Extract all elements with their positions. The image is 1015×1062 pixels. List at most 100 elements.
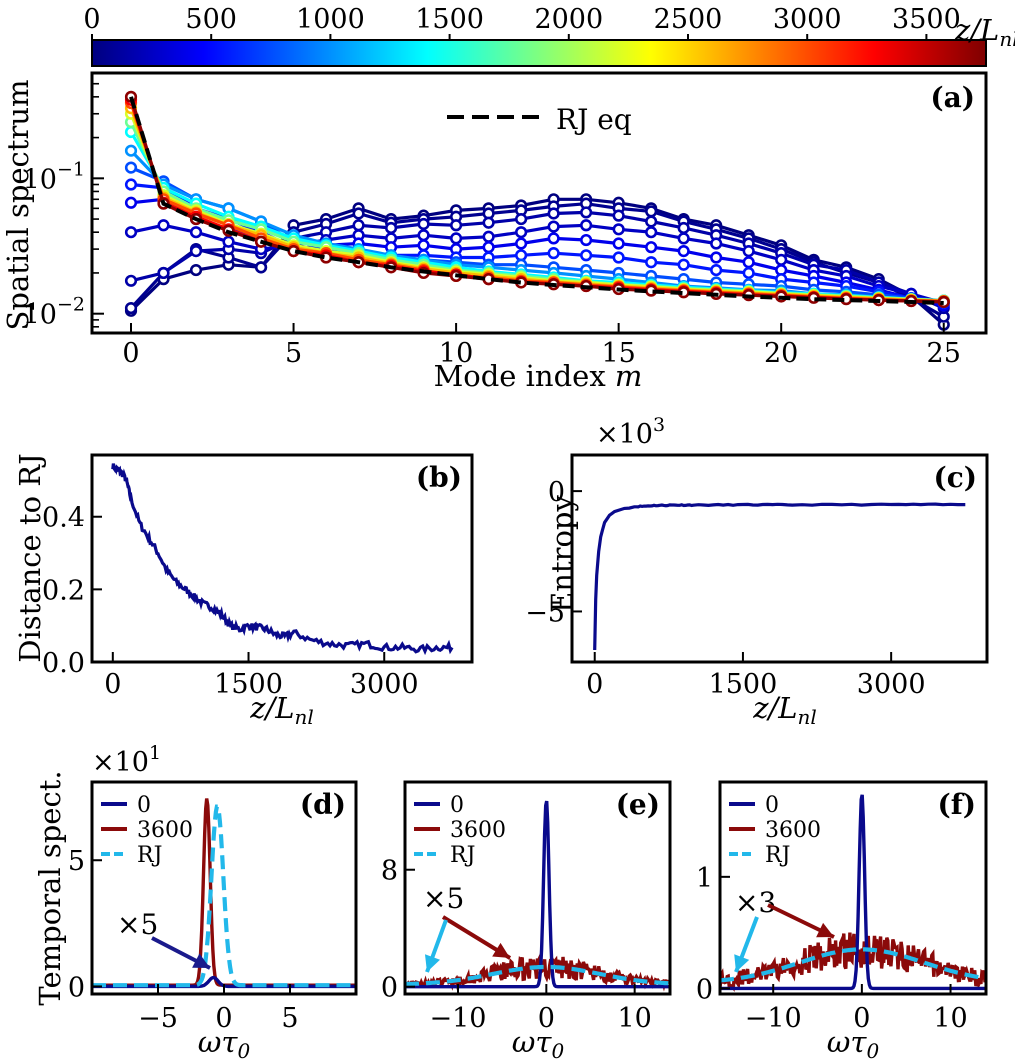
panel-c-ylabel: Entropy <box>545 495 579 613</box>
panel-d-multiplier: ×101 <box>92 742 161 778</box>
panel-b-tag: (b) <box>416 461 462 494</box>
spectrum-marker <box>515 212 528 226</box>
panel-e-ticks: −10 0 10 0 8 <box>381 856 652 1034</box>
spectrum-marker <box>742 266 755 280</box>
legend-label: RJ <box>450 843 475 868</box>
spectrum-marker <box>645 215 658 228</box>
panel-a-frame <box>90 71 988 335</box>
panel-d-ylabel: Temporal spect. <box>33 770 67 1005</box>
panel-b-ylabel: Distance to RJ <box>13 453 47 662</box>
spectrum-marker <box>124 196 138 209</box>
legend-label: 3600 <box>765 818 821 843</box>
spectrum-marker <box>710 263 723 277</box>
spectrum-marker <box>612 209 625 222</box>
panel-c-multiplier: ×103 <box>596 414 665 450</box>
panel-e-tag: (e) <box>616 788 660 821</box>
panel-c-plot-area <box>593 502 966 651</box>
spectrum-marker <box>482 241 495 254</box>
panel-e-xlabel: ωτ0 <box>512 1025 565 1062</box>
spectrum-marker <box>124 226 138 239</box>
spectrum-marker <box>580 249 593 262</box>
colorbar-tick-label: 2000 <box>534 4 603 35</box>
spectrum-marker <box>580 219 593 232</box>
y-tick-label: 0 <box>696 974 713 1005</box>
panel-f-annotation-arrows <box>734 903 835 973</box>
spectrum-rj-line <box>92 804 356 988</box>
spectrum-marker <box>352 207 365 220</box>
legend-label: RJ <box>137 843 162 868</box>
spectrum-marker <box>645 256 658 269</box>
x-tick-label: 25 <box>927 338 961 369</box>
panel-b-plot-area <box>111 463 454 656</box>
spectrum-marker <box>157 266 170 280</box>
x-tick-label: 0 <box>853 1003 870 1034</box>
spectrum-3600-line <box>720 932 986 993</box>
x-tick-label: −5 <box>138 1003 178 1034</box>
legend-label: 0 <box>137 793 151 818</box>
spectrum-marker <box>612 251 625 264</box>
panel-a-ylabel: Spatial spectrum <box>1 80 35 331</box>
spectrum-marker <box>124 301 138 315</box>
panel-d-tag: (d) <box>300 788 346 821</box>
x-tick-label: 3000 <box>350 669 419 700</box>
panel-d-annotation: ×5 <box>117 908 158 941</box>
panel-c-ticks: 0 1500 3000 −5 0 <box>525 477 925 700</box>
x-tick-label: 10 <box>617 1003 651 1034</box>
spectrum-marker <box>189 226 203 239</box>
panel-e-annotation: ×5 <box>423 882 464 915</box>
x-tick-label: 5 <box>281 1003 298 1034</box>
x-tick-label: 3000 <box>857 669 926 700</box>
colorbar-tick-label: 1500 <box>415 4 484 35</box>
spectrum-marker <box>417 239 430 252</box>
y-tick-label: 0.4 <box>42 503 85 534</box>
spectrum-marker <box>482 230 495 243</box>
x-tick-label: 1500 <box>709 669 778 700</box>
panel-f-tag: (f) <box>937 788 976 821</box>
spectrum-marker <box>645 226 658 239</box>
y-tick-label: 10−2 <box>23 294 85 331</box>
colorbar: 0 500 1000 1500 2000 2500 3000 3500 z/Lnl <box>83 4 1015 67</box>
spectrum-marker <box>515 226 528 239</box>
spectrum-marker <box>482 216 495 229</box>
panel-d-annotation-arrow <box>151 936 211 970</box>
spectrum-marker <box>124 274 138 287</box>
spectrum-marker <box>742 244 755 258</box>
spectrum-marker <box>645 241 658 254</box>
panel-a-ticks: 0 5 10 15 20 25 10−2 10−1 <box>23 82 961 369</box>
x-tick-label: 0 <box>122 338 139 369</box>
x-tick-label: 1500 <box>214 669 283 700</box>
rj-eq-line <box>129 96 944 305</box>
panel-f-frame <box>718 780 988 996</box>
spectrum-marker <box>677 258 690 271</box>
spectrum-0-line <box>720 794 986 991</box>
spectrum-marker <box>124 161 138 174</box>
spectrum-marker <box>710 237 723 250</box>
panel-e-annotation-arrows <box>424 915 512 973</box>
spectrum-marker <box>547 247 560 260</box>
panel-d-plot-area <box>92 798 356 989</box>
spectrum-marker <box>417 229 430 242</box>
panel-a-tag: (a) <box>930 81 975 114</box>
x-tick-label: 10 <box>439 338 473 369</box>
panel-c-frame <box>570 453 989 664</box>
x-tick-label: 20 <box>764 338 798 369</box>
legend-label: 3600 <box>450 818 506 843</box>
legend-label: RJ <box>765 843 790 868</box>
y-tick-label: 0.2 <box>42 575 85 606</box>
y-tick-label: 10−1 <box>23 158 85 195</box>
panel-f-plot-area <box>720 794 986 993</box>
x-tick-label: 0 <box>538 1003 555 1034</box>
y-tick-label: −5 <box>525 597 565 628</box>
panel-e-plot-area <box>405 800 670 992</box>
spectrum-marker <box>710 251 723 264</box>
y-tick-label: 0.0 <box>42 648 85 679</box>
spectrum-line <box>129 121 944 303</box>
colorbar-tick-label: 1000 <box>296 4 365 35</box>
panel-a-legend-label: RJ eq <box>556 103 632 136</box>
panel-a: 0 5 10 15 20 25 10−2 10−1 (a) RJ eq Mode index … <box>1 71 988 393</box>
